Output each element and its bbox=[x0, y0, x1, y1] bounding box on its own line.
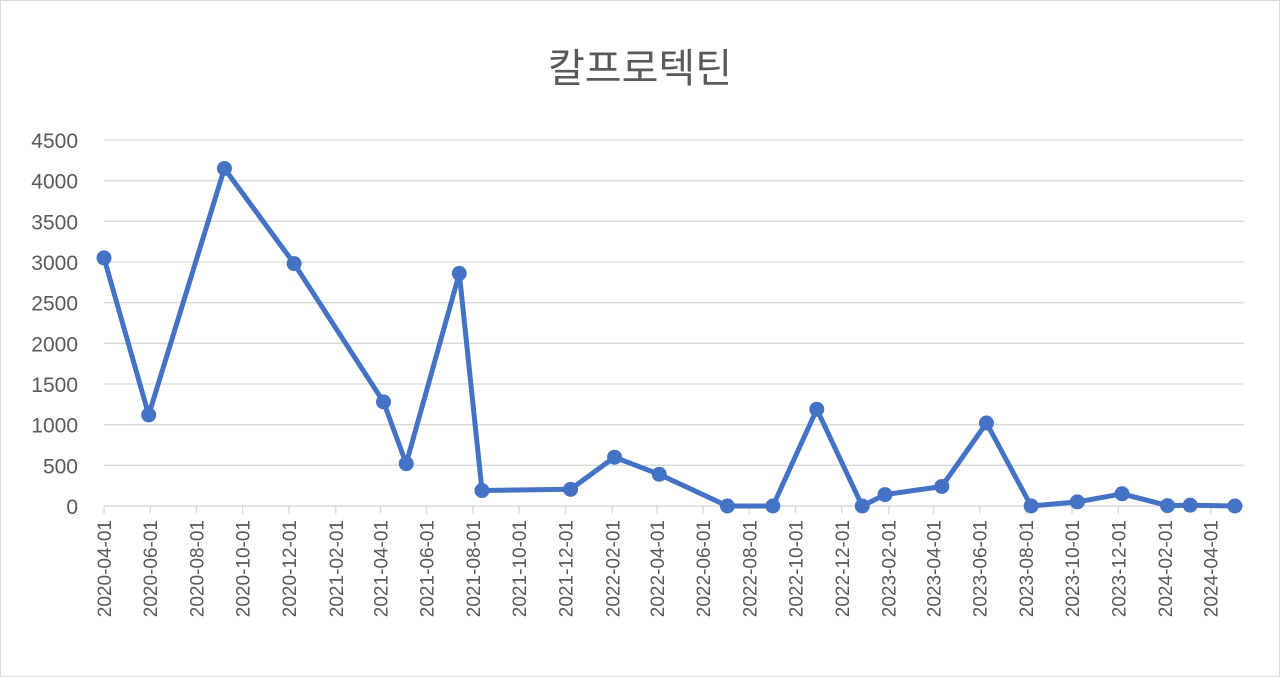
data-point bbox=[376, 394, 392, 410]
x-tick-label: 2022-06-01 bbox=[694, 520, 715, 617]
x-tick-label: 2020-08-01 bbox=[187, 520, 208, 617]
y-tick-label: 3000 bbox=[31, 252, 78, 275]
x-tick-label: 2021-12-01 bbox=[556, 520, 577, 617]
x-tick-label: 2021-02-01 bbox=[327, 520, 348, 617]
data-point bbox=[1182, 497, 1198, 513]
y-tick-label: 500 bbox=[43, 455, 78, 478]
x-tick-label: 2023-10-01 bbox=[1063, 520, 1084, 617]
data-point bbox=[934, 478, 950, 494]
x-tick-label: 2020-12-01 bbox=[280, 520, 301, 617]
data-point bbox=[216, 160, 232, 176]
y-tick-label: 1000 bbox=[31, 415, 78, 438]
x-tick-label: 2021-08-01 bbox=[464, 520, 485, 617]
data-point bbox=[1069, 494, 1085, 510]
x-tick-label: 2023-04-01 bbox=[924, 520, 945, 617]
x-tick-label: 2024-02-01 bbox=[1156, 520, 1177, 617]
y-tick-label: 4500 bbox=[31, 130, 78, 153]
x-tick-label: 2023-08-01 bbox=[1017, 520, 1038, 617]
data-point bbox=[451, 265, 467, 281]
y-tick-label: 1500 bbox=[31, 374, 78, 397]
x-tick-label: 2022-12-01 bbox=[833, 520, 854, 617]
data-point bbox=[96, 250, 112, 266]
y-axis: 0 500 1000 1500 2000 2500 3000 3500 4000 4500 bbox=[31, 130, 78, 519]
data-point bbox=[651, 466, 667, 482]
y-tick-label: 4000 bbox=[31, 171, 78, 194]
data-point bbox=[563, 481, 579, 497]
data-point bbox=[607, 449, 623, 465]
chart-title: 칼프로텍틴 bbox=[548, 46, 732, 92]
x-tick-label: 2022-02-01 bbox=[603, 520, 624, 617]
data-series bbox=[96, 160, 1243, 514]
x-tick-label: 2023-06-01 bbox=[971, 520, 992, 617]
data-point bbox=[398, 456, 414, 472]
y-tick-label: 2500 bbox=[31, 293, 78, 316]
data-point bbox=[1227, 498, 1243, 514]
data-point bbox=[1114, 486, 1130, 502]
x-tick-label: 2022-10-01 bbox=[787, 520, 808, 617]
x-tick-label: 2021-06-01 bbox=[418, 520, 439, 617]
gridlines bbox=[104, 139, 1244, 507]
x-tick-label: 2022-04-01 bbox=[648, 520, 669, 617]
data-point bbox=[877, 487, 893, 503]
x-tick-label: 2021-10-01 bbox=[510, 520, 531, 617]
data-point bbox=[854, 498, 870, 514]
series-line bbox=[101, 166, 1238, 509]
x-tick-label: 2020-10-01 bbox=[234, 520, 255, 617]
data-point bbox=[719, 498, 735, 514]
x-tick-label: 2024-04-01 bbox=[1202, 520, 1223, 617]
data-point bbox=[765, 498, 781, 514]
x-tick-label: 2023-12-01 bbox=[1109, 520, 1130, 617]
x-axis: 2020-04-01 2020-06-01 2020-08-01 2020-10-01… bbox=[95, 505, 1244, 617]
y-tick-label: 0 bbox=[66, 496, 78, 519]
data-point bbox=[978, 415, 994, 431]
x-tick-label: 2022-08-01 bbox=[740, 520, 761, 617]
x-tick-label: 2020-04-01 bbox=[95, 520, 116, 617]
data-point bbox=[1023, 498, 1039, 514]
y-tick-label: 2000 bbox=[31, 333, 78, 356]
x-tick-label: 2021-04-01 bbox=[371, 520, 392, 617]
data-point bbox=[1159, 498, 1175, 514]
data-point bbox=[286, 256, 302, 272]
x-tick-label: 2023-02-01 bbox=[880, 520, 901, 617]
x-tick-label: 2020-06-01 bbox=[141, 520, 162, 617]
data-point bbox=[141, 407, 157, 423]
data-point bbox=[809, 401, 825, 417]
data-point bbox=[474, 483, 490, 499]
y-tick-label: 3500 bbox=[31, 211, 78, 234]
